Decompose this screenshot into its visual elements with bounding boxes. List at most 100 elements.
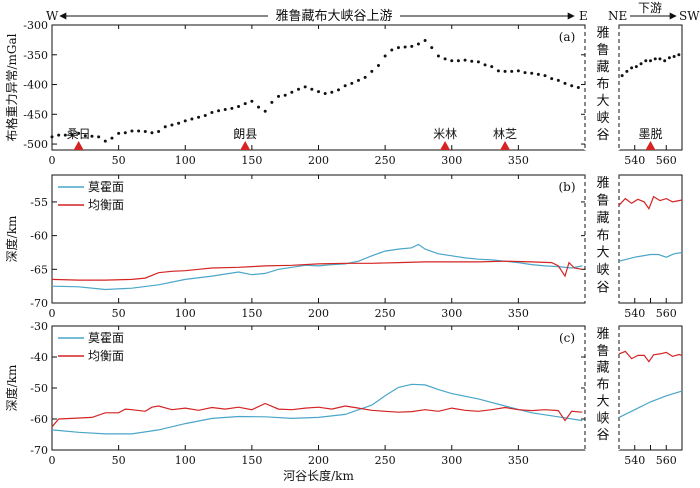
y-tick-label: -300	[23, 19, 48, 32]
gravity-point	[277, 94, 281, 98]
side-label-char: 谷	[596, 428, 609, 443]
gravity-point	[177, 121, 181, 125]
panel-frame-left	[51, 325, 586, 451]
location-marker	[73, 141, 84, 150]
side-label-char: 布	[596, 228, 609, 243]
gravity-point	[510, 69, 514, 73]
gravity-point	[536, 72, 540, 76]
x-tick-label: 100	[175, 154, 196, 167]
gravity-point	[634, 65, 638, 69]
y-tick-label: -60	[30, 413, 48, 426]
x-tick-label: 200	[308, 307, 329, 320]
header-ne: NE	[608, 9, 627, 23]
x-tick-label: 560	[656, 454, 677, 467]
x-tick-label: 150	[241, 454, 262, 467]
y-tick-label: -70	[30, 444, 48, 457]
gravity-point	[483, 63, 487, 67]
side-label-char: 布	[596, 378, 609, 393]
gravity-point	[470, 59, 474, 63]
gravity-point	[644, 59, 648, 63]
x-tick-label: 300	[441, 154, 462, 167]
x-tick-label: 250	[375, 307, 396, 320]
gravity-point	[343, 84, 347, 88]
side-label-char: 谷	[596, 128, 609, 143]
panel-label: (a)	[559, 30, 576, 44]
side-label-char: 大	[596, 94, 609, 109]
gravity-point	[356, 78, 360, 82]
side-label-char: 鲁	[596, 344, 609, 359]
gravity-point	[516, 69, 520, 73]
gravity-point	[463, 58, 467, 62]
gravity-point	[620, 74, 624, 78]
location-marker	[240, 141, 251, 150]
x-tick-label: 250	[375, 454, 396, 467]
side-label-char: 藏	[596, 361, 609, 376]
x-tick-label: 250	[375, 154, 396, 167]
header-downstream: 下游	[638, 1, 662, 15]
gravity-point	[677, 53, 681, 57]
gravity-point	[163, 125, 167, 129]
x-tick-label: 540	[624, 454, 645, 467]
y-tick-label: -40	[30, 351, 48, 364]
y-axis-label: 深度/km	[4, 364, 19, 411]
gravity-point	[416, 42, 420, 46]
y-tick-label: -30	[30, 320, 48, 333]
series-line-moho	[51, 243, 583, 291]
gravity-point	[263, 109, 267, 113]
gravity-point	[436, 54, 440, 58]
gravity-point	[639, 62, 643, 66]
panel-frame-right	[618, 325, 683, 451]
gravity-point	[570, 84, 574, 88]
side-label-char: 雅	[596, 176, 609, 191]
gravity-point	[376, 63, 380, 67]
location-label: 墨脱	[638, 126, 662, 141]
side-label-char: 谷	[596, 281, 609, 296]
gravity-point	[97, 135, 101, 139]
side-label-char: 雅	[596, 327, 609, 342]
legend-label: 均衡面	[88, 349, 124, 363]
panel-a: -500 -450 -400 -350 -300 0 50 100 150 200 250 300 35…	[4, 19, 683, 167]
gravity-point	[672, 55, 676, 59]
y-tick-label: -65	[30, 263, 48, 276]
y-tick-label: -450	[23, 108, 48, 121]
gravity-point	[410, 44, 414, 48]
gravity-point	[237, 105, 241, 109]
header: W 雅鲁藏布大峡谷上游 E NE 下游 SW	[46, 1, 700, 24]
y-tick-label: -60	[30, 230, 48, 243]
legend-label: 莫霍面	[88, 180, 124, 194]
series-line-right-isostatic	[618, 195, 683, 210]
gravity-point	[530, 71, 534, 75]
gravity-point	[550, 77, 554, 81]
gravity-point	[663, 59, 667, 63]
gravity-point	[210, 111, 214, 114]
gravity-point	[490, 65, 494, 69]
panel-b: -70 -65 -60 -55 0 50 100 150 200 250 300 350 540 560 深…	[4, 174, 683, 320]
gravity-point	[317, 90, 320, 94]
gravity-point	[383, 54, 387, 58]
location-label: 林芝	[493, 126, 517, 141]
location-label: 米林	[433, 127, 457, 141]
gravity-point	[117, 131, 121, 135]
location-label: 朗县	[233, 127, 257, 141]
side-label-char: 雅	[596, 26, 609, 41]
location-marker	[645, 141, 656, 150]
panel-c: -70 -60 -50 -40 -30 0 50 100 150 200 250 300 350 540 5…	[4, 320, 683, 483]
x-tick-label: 300	[441, 454, 462, 467]
gravity-point	[658, 57, 662, 61]
panel-frame-right	[618, 174, 683, 304]
side-label-char: 鲁	[596, 193, 609, 208]
gravity-point	[70, 133, 74, 137]
gravity-point	[230, 106, 234, 110]
gravity-point	[556, 78, 560, 82]
gravity-point	[350, 81, 354, 85]
gravity-point	[103, 139, 107, 143]
side-label-char: 峡	[596, 111, 609, 126]
x-axis-label: 河谷长度/km	[283, 468, 354, 483]
gravity-point	[57, 133, 61, 137]
y-tick-label: -70	[30, 297, 48, 310]
gravity-point	[197, 115, 201, 119]
gravity-point	[450, 59, 454, 63]
location-marker	[500, 141, 511, 150]
y-tick-label: -50	[30, 382, 48, 395]
